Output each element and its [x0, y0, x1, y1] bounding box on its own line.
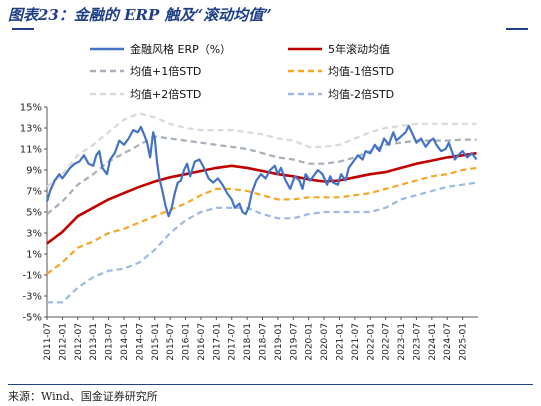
title-rule: [12, 28, 528, 30]
legend-label-minus1: 均值-1倍STD: [328, 64, 394, 78]
legend-label-minus2: 均值-2倍STD: [328, 87, 394, 101]
series-line-plus1: [46, 135, 477, 215]
legend-label-plus1: 均值+1倍STD: [130, 64, 201, 78]
x-tick-label: 2014-07: [135, 323, 145, 361]
series-line-rolling: [46, 151, 477, 245]
x-tick-label: 2021-07: [351, 323, 361, 361]
x-tick-label: 2015-01: [151, 323, 161, 361]
x-tick-label: 2016-07: [197, 323, 207, 361]
x-tick-label: 2025-01: [459, 323, 469, 361]
bottom-rule: [8, 384, 533, 385]
x-tick-label: 2023-07: [412, 323, 422, 361]
series-line-minus1: [46, 166, 477, 275]
x-tick-label: 2017-07: [228, 323, 238, 361]
legend-label-erp: 金融风格 ERP（%）: [130, 42, 231, 56]
x-tick-label: 2012-07: [74, 323, 84, 361]
y-tick-label: 1%: [26, 250, 42, 261]
x-tick-label: 2013-01: [89, 323, 99, 361]
source-note: 来源：Wind、国金证券研究所: [8, 390, 158, 403]
series-lines: [45, 112, 478, 304]
x-tick-label: 2014-01: [120, 323, 130, 361]
x-tick-label: 2019-01: [274, 323, 284, 361]
x-tick-label: 2021-01: [335, 323, 345, 361]
legend-label-rolling: 5年滚动均值: [328, 42, 390, 56]
x-tick-label: 2023-01: [397, 323, 407, 361]
title-rule-right: [506, 28, 528, 30]
x-tick-label: 2018-01: [243, 323, 253, 361]
x-axis: 2011-07 2012-01 2012-07 2013-01 2013-07 2014-…: [43, 316, 478, 361]
x-tick-label: 2012-01: [58, 323, 68, 361]
y-tick-label: 13%: [20, 124, 42, 135]
x-tick-label: 2018-07: [259, 323, 269, 361]
x-tick-label: 2022-07: [382, 323, 392, 361]
figure-title: 图表23：金融的 ERP 触及“滚动均值”: [8, 6, 272, 24]
y-tick-label: -1%: [23, 271, 42, 282]
y-axis: 15% 13% 11% 9% 7% 5% 3% 1% -1% -3% -5%: [20, 103, 48, 324]
x-tick-label: 2022-01: [366, 323, 376, 361]
y-tick-label: 7%: [26, 187, 42, 198]
y-tick-label: 15%: [20, 103, 42, 114]
series-line-erp: [45, 124, 478, 218]
legend-label-plus2: 均值+2倍STD: [130, 87, 201, 101]
erp-chart: 15% 13% 11% 9% 7% 5% 3% 1% -1% -3% -5% 2011-07 2012…: [20, 42, 478, 361]
x-tick-label: 2011-07: [43, 323, 53, 361]
y-tick-label: -3%: [23, 292, 42, 303]
x-tick-label: 2020-07: [320, 323, 330, 361]
y-tick-label: 11%: [20, 145, 42, 156]
x-tick-label: 2017-01: [212, 323, 222, 361]
x-tick-label: 2019-07: [289, 323, 299, 361]
x-tick-label: 2015-07: [166, 323, 176, 361]
x-tick-label: 2020-01: [305, 323, 315, 361]
title-rule-left: [12, 28, 34, 30]
x-tick-label: 2016-01: [182, 323, 192, 361]
y-tick-label: -5%: [23, 313, 42, 324]
y-tick-label: 9%: [26, 166, 42, 177]
y-tick-label: 5%: [26, 208, 42, 219]
series-line-plus2: [46, 112, 477, 188]
series-line-minus2: [47, 181, 477, 304]
x-tick-label: 2024-01: [428, 323, 438, 361]
x-tick-label: 2024-07: [443, 323, 453, 361]
x-tick-label: 2013-07: [105, 323, 115, 361]
y-tick-label: 3%: [26, 229, 42, 240]
